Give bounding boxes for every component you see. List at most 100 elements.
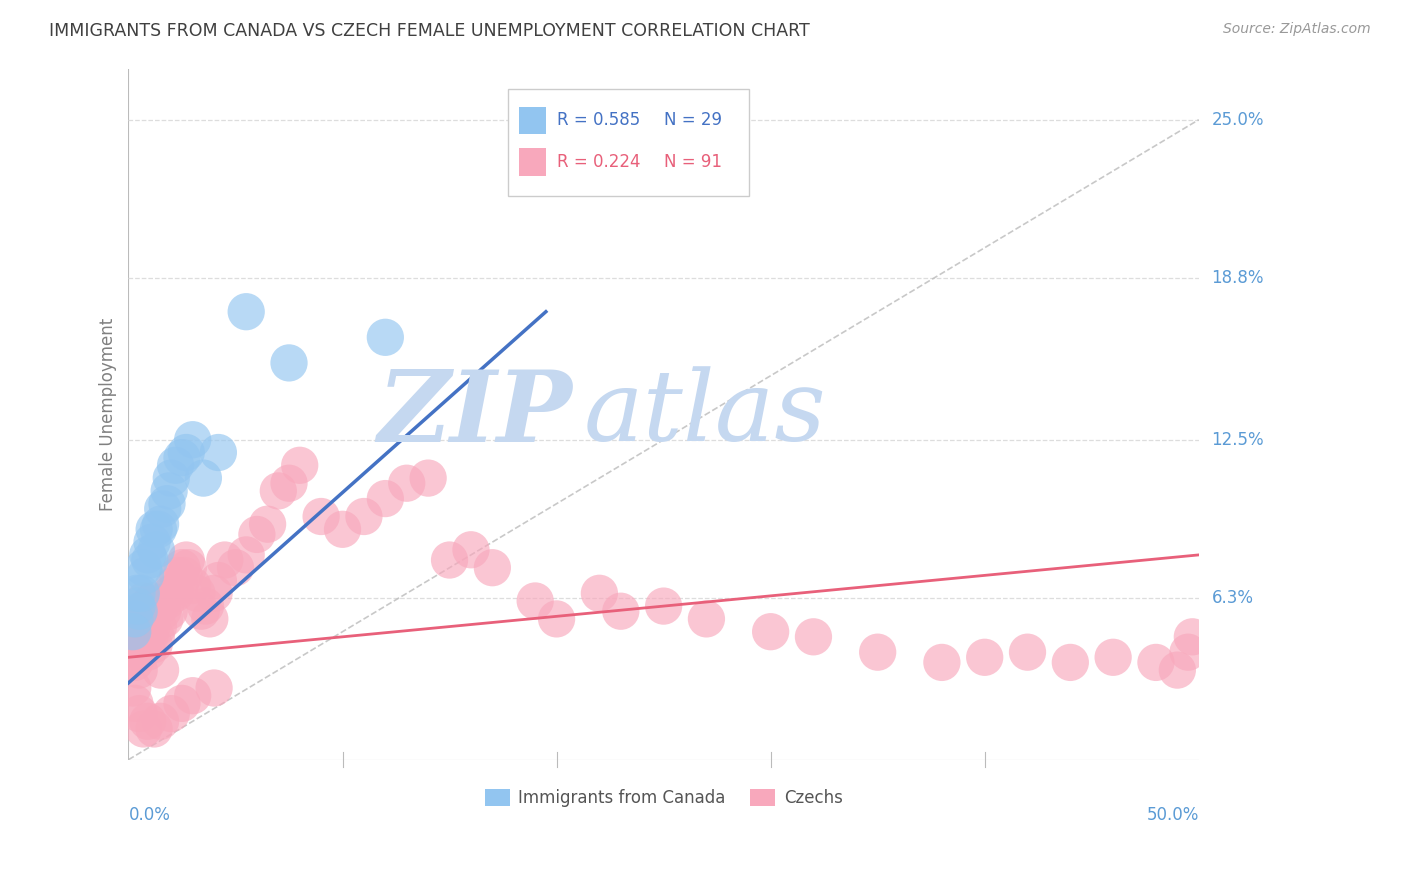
Point xyxy=(1102,650,1125,665)
Text: atlas: atlas xyxy=(583,367,827,462)
Point xyxy=(125,599,148,613)
Point xyxy=(267,483,290,498)
Point xyxy=(165,458,187,473)
Point xyxy=(278,356,301,370)
Point xyxy=(235,548,257,562)
Point xyxy=(152,604,174,618)
Point xyxy=(866,645,889,659)
FancyBboxPatch shape xyxy=(519,106,546,134)
Point xyxy=(202,681,225,695)
Point xyxy=(610,604,633,618)
Point xyxy=(194,599,217,613)
Point xyxy=(278,476,301,491)
Point xyxy=(353,509,375,524)
Point xyxy=(143,638,166,652)
Point xyxy=(186,586,208,600)
Point xyxy=(152,501,174,516)
Point xyxy=(190,604,212,618)
Point xyxy=(149,517,172,532)
Point xyxy=(139,630,162,644)
Point xyxy=(141,535,163,549)
Point xyxy=(131,645,153,659)
Point xyxy=(160,471,183,485)
Point xyxy=(524,138,547,153)
Point xyxy=(132,594,155,608)
Point xyxy=(193,471,215,485)
Point xyxy=(165,586,187,600)
Text: 50.0%: 50.0% xyxy=(1146,805,1199,824)
Point xyxy=(145,630,167,644)
Point xyxy=(1017,645,1039,659)
Point xyxy=(143,722,166,736)
Point xyxy=(136,714,159,729)
Point xyxy=(332,522,354,536)
Point xyxy=(131,604,153,618)
Point xyxy=(652,599,675,613)
Point xyxy=(121,650,143,665)
Point xyxy=(170,560,193,574)
Legend: Immigrants from Canada, Czechs: Immigrants from Canada, Czechs xyxy=(478,782,849,814)
Point xyxy=(156,594,179,608)
Point xyxy=(132,638,155,652)
Point xyxy=(139,553,162,567)
Point xyxy=(374,491,396,506)
Point xyxy=(121,624,143,639)
Point xyxy=(374,330,396,344)
Point xyxy=(160,586,183,600)
FancyBboxPatch shape xyxy=(519,148,546,176)
Point xyxy=(207,445,229,459)
Point xyxy=(173,568,195,582)
Point xyxy=(141,594,163,608)
Point xyxy=(128,663,150,677)
Point xyxy=(135,612,157,626)
Point xyxy=(131,586,153,600)
Point xyxy=(169,579,191,593)
Point xyxy=(695,612,717,626)
Text: R = 0.224: R = 0.224 xyxy=(557,153,640,171)
Point xyxy=(125,645,148,659)
Point xyxy=(136,548,159,562)
Point xyxy=(588,586,610,600)
Point xyxy=(418,471,440,485)
Point xyxy=(149,663,172,677)
Point xyxy=(481,560,503,574)
Point xyxy=(931,656,953,670)
Point xyxy=(156,497,179,511)
Text: N = 91: N = 91 xyxy=(664,153,721,171)
Text: N = 29: N = 29 xyxy=(664,112,721,129)
Y-axis label: Female Unemployment: Female Unemployment xyxy=(100,318,117,511)
Text: 12.5%: 12.5% xyxy=(1212,431,1264,449)
Text: R = 0.585: R = 0.585 xyxy=(557,112,640,129)
Point xyxy=(166,568,188,582)
Point xyxy=(174,553,197,567)
Point xyxy=(124,656,146,670)
Point xyxy=(160,706,183,721)
Point xyxy=(124,612,146,626)
Point xyxy=(1059,656,1081,670)
Text: 0.0%: 0.0% xyxy=(128,805,170,824)
Point xyxy=(149,599,172,613)
Point xyxy=(214,553,236,567)
Point xyxy=(174,445,197,459)
Point xyxy=(125,624,148,639)
Point xyxy=(136,645,159,659)
Point xyxy=(132,560,155,574)
Point xyxy=(157,483,180,498)
Point xyxy=(148,619,170,633)
Point xyxy=(759,624,782,639)
Point xyxy=(170,697,193,711)
Point xyxy=(135,568,157,582)
Point xyxy=(460,542,482,557)
Point xyxy=(1166,663,1188,677)
Point xyxy=(256,517,278,532)
Text: 6.3%: 6.3% xyxy=(1212,590,1254,607)
Point xyxy=(439,553,461,567)
Point xyxy=(973,650,995,665)
Text: 25.0%: 25.0% xyxy=(1212,111,1264,128)
Point xyxy=(143,604,166,618)
Text: 18.8%: 18.8% xyxy=(1212,269,1264,287)
Point xyxy=(143,522,166,536)
Point xyxy=(546,612,568,626)
Point xyxy=(1144,656,1167,670)
FancyBboxPatch shape xyxy=(509,89,749,196)
